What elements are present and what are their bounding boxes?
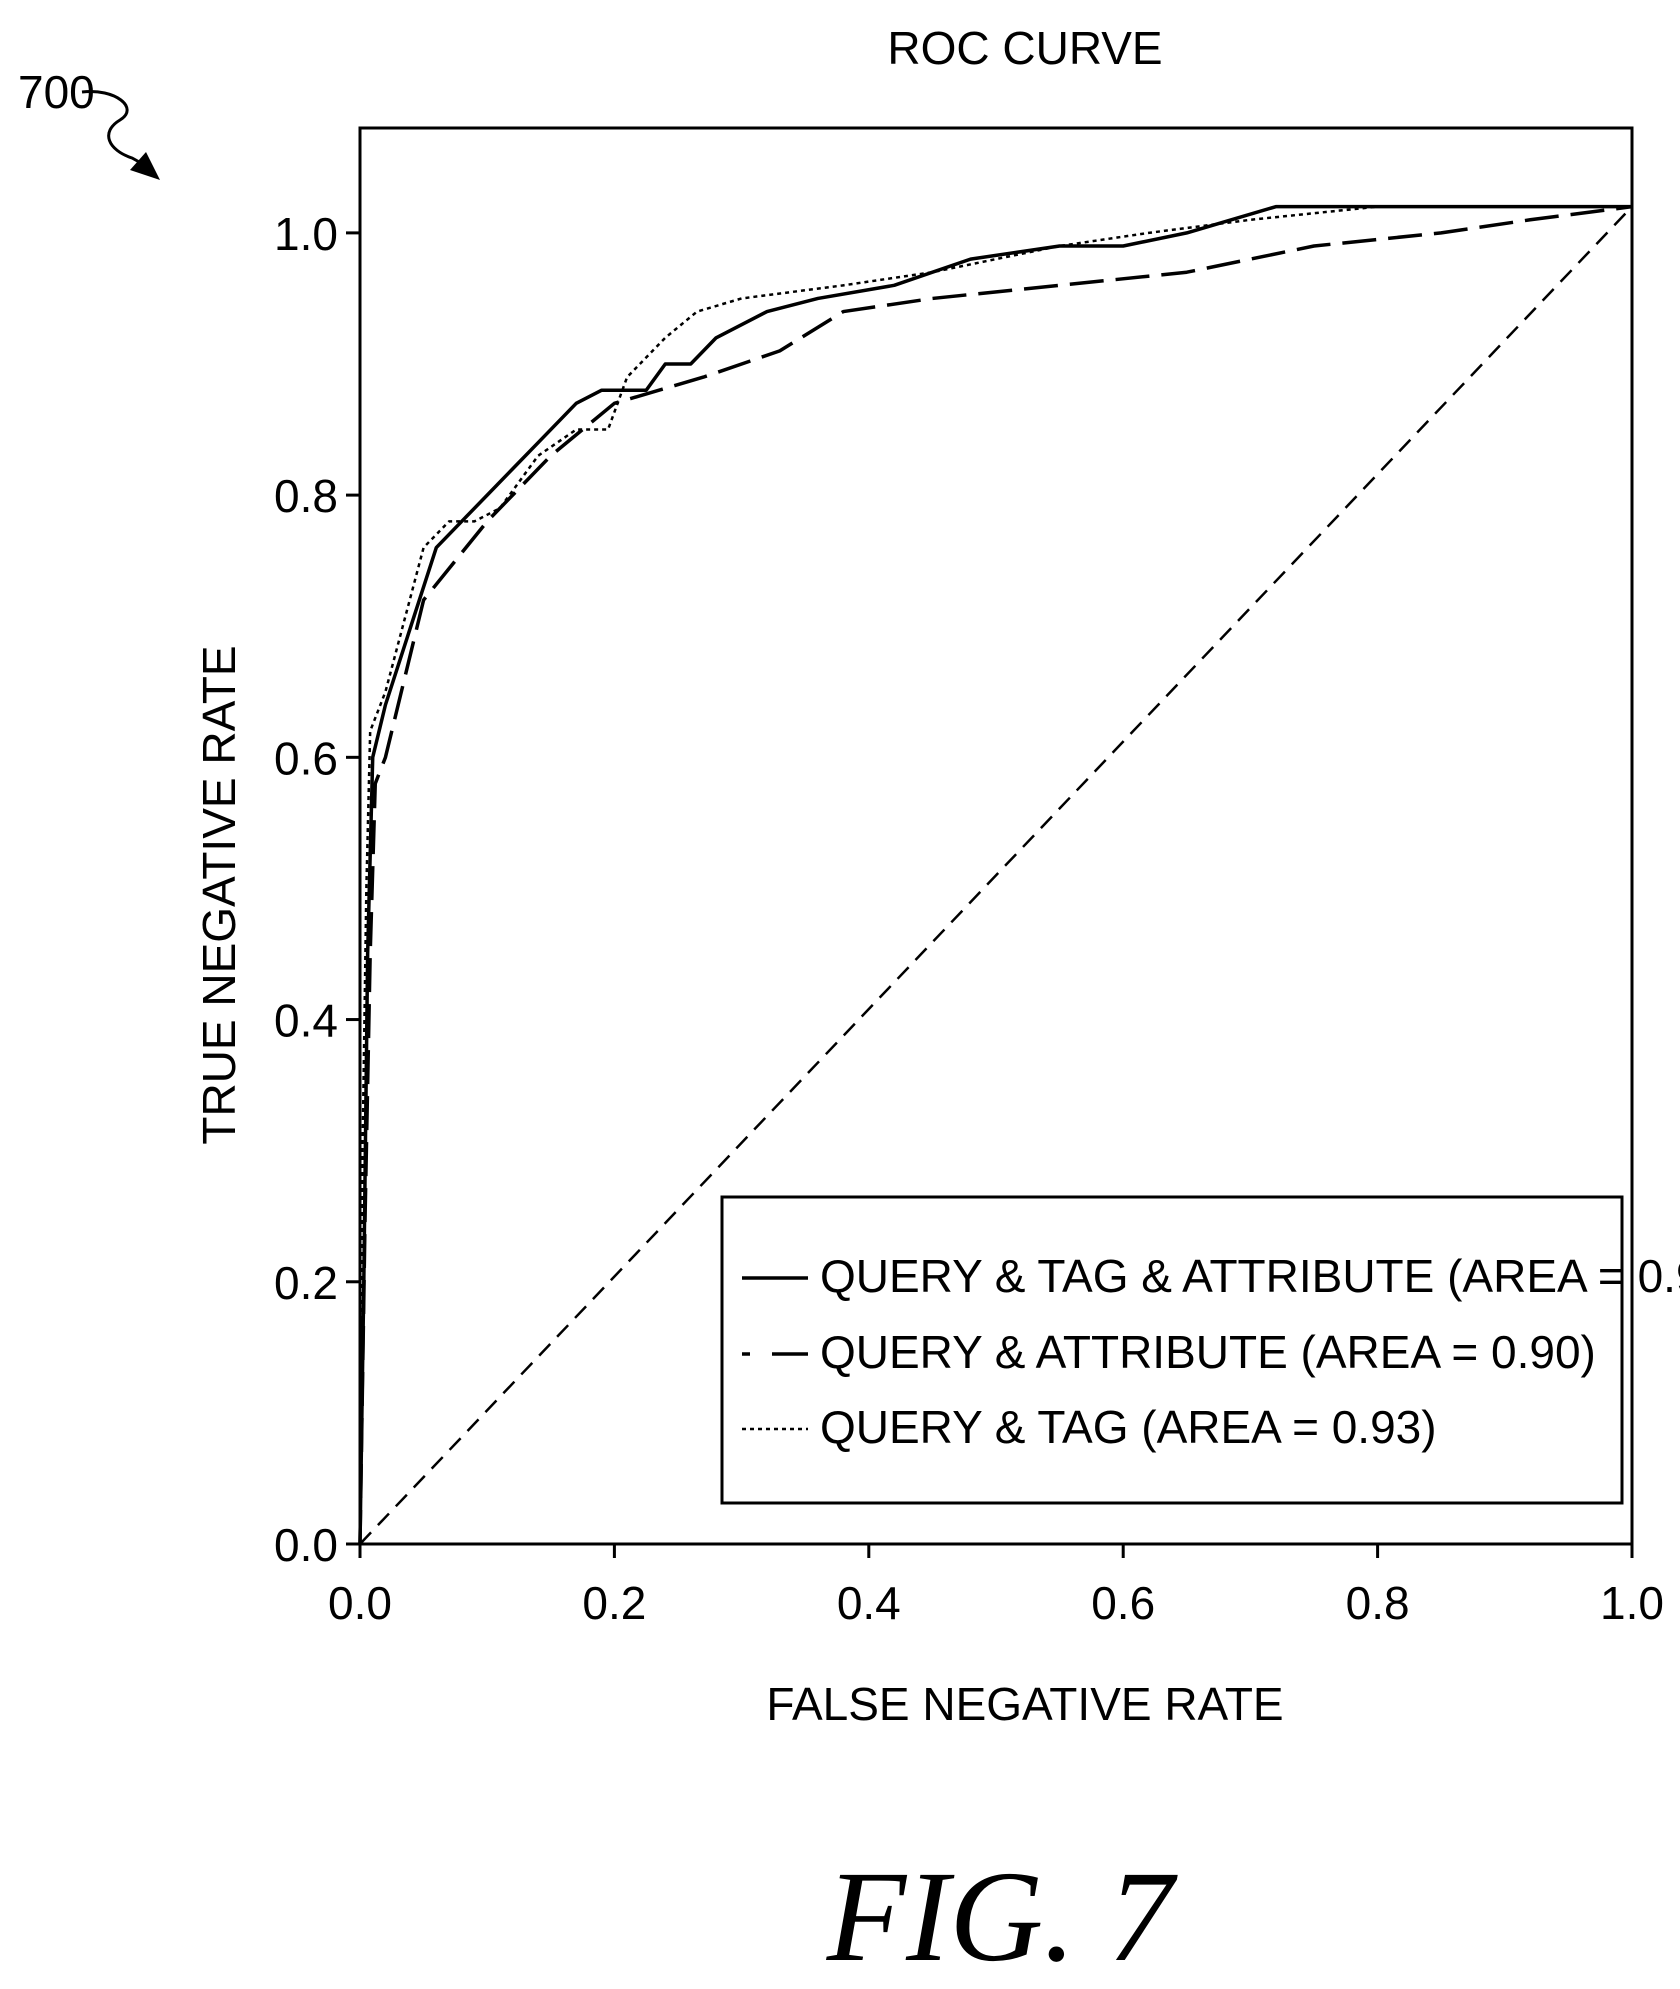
figure-ref-arrowhead	[130, 152, 160, 180]
y-tick-label: 0.6	[274, 732, 338, 784]
y-tick-label: 0.8	[274, 470, 338, 522]
x-tick-label: 0.0	[328, 1577, 392, 1629]
x-tick-label: 0.4	[837, 1577, 901, 1629]
x-tick-label: 0.2	[582, 1577, 646, 1629]
legend-box	[720, 1195, 1624, 1505]
series-layer	[358, 204, 1633, 1545]
figure-ref-arrow	[81, 89, 151, 170]
legend: QUERY & TAG & ATTRIBUTE (AREA = 0.93) QUE…	[720, 1195, 1680, 1505]
reference-diagonal-line	[359, 205, 1633, 1545]
x-tick-label: 0.8	[1346, 1577, 1410, 1629]
x-axis-title: FALSE NEGATIVE RATE	[766, 1678, 1283, 1730]
figure-caption: FIG. 7	[826, 1845, 1179, 1989]
y-tick-label: 0.0	[274, 1519, 338, 1571]
legend-label: QUERY & TAG (AREA = 0.93)	[820, 1401, 1437, 1453]
y-tick-label: 0.4	[274, 995, 338, 1047]
x-tick-label: 0.6	[1091, 1577, 1155, 1629]
chart-title: ROC CURVE	[887, 22, 1162, 74]
series-line-query-tag-attribute	[358, 204, 1632, 1545]
x-axis-ticks: 0.0 0.2 0.4 0.6 0.8 1.0	[328, 1544, 1664, 1629]
series-line-query-attribute	[358, 204, 1633, 1545]
legend-label: QUERY & TAG & ATTRIBUTE (AREA = 0.93)	[820, 1250, 1680, 1302]
y-tick-label: 1.0	[274, 208, 338, 260]
figure-ref-number: 700	[18, 66, 95, 118]
legend-label: QUERY & ATTRIBUTE (AREA = 0.90)	[820, 1326, 1596, 1378]
x-tick-label: 1.0	[1600, 1577, 1664, 1629]
y-axis-title: TRUE NEGATIVE RATE	[193, 645, 245, 1144]
plot-area	[358, 126, 1634, 1546]
y-tick-label: 0.2	[274, 1257, 338, 1309]
y-axis-ticks: 0.0 0.2 0.4 0.6 0.8 1.0	[274, 208, 360, 1571]
series-line-query-tag	[358, 205, 1632, 1545]
